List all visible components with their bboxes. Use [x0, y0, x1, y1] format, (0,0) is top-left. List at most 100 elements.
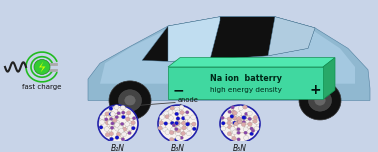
Text: fast charge: fast charge — [22, 84, 62, 90]
Circle shape — [128, 131, 131, 135]
Circle shape — [184, 115, 189, 120]
Circle shape — [116, 132, 121, 136]
Text: high energy density: high energy density — [209, 87, 282, 93]
Circle shape — [180, 136, 183, 140]
Circle shape — [119, 128, 124, 133]
Circle shape — [249, 132, 254, 136]
Circle shape — [237, 117, 241, 121]
Circle shape — [122, 132, 127, 137]
Circle shape — [118, 126, 123, 130]
Circle shape — [115, 121, 118, 124]
Circle shape — [179, 105, 184, 110]
Text: anode: anode — [178, 97, 199, 103]
Circle shape — [176, 122, 180, 126]
Circle shape — [237, 131, 240, 135]
Circle shape — [228, 110, 231, 114]
Circle shape — [98, 105, 138, 142]
Circle shape — [175, 121, 180, 125]
Circle shape — [243, 105, 247, 109]
Text: B₂N: B₂N — [111, 144, 125, 152]
Circle shape — [104, 127, 109, 131]
Circle shape — [99, 120, 104, 124]
Text: B₅N: B₅N — [233, 144, 247, 152]
Circle shape — [168, 110, 173, 114]
Circle shape — [242, 116, 246, 119]
Circle shape — [115, 126, 120, 131]
Circle shape — [176, 117, 180, 120]
Circle shape — [192, 122, 196, 126]
Polygon shape — [88, 17, 370, 100]
Circle shape — [169, 131, 174, 135]
Circle shape — [165, 130, 170, 135]
Circle shape — [237, 128, 240, 131]
Circle shape — [227, 121, 231, 125]
Circle shape — [175, 112, 179, 116]
Circle shape — [308, 90, 332, 111]
Circle shape — [299, 81, 341, 120]
Circle shape — [228, 125, 232, 129]
Circle shape — [122, 127, 127, 131]
Circle shape — [118, 90, 141, 111]
Circle shape — [186, 122, 189, 126]
Circle shape — [245, 112, 248, 116]
Circle shape — [158, 105, 198, 142]
Circle shape — [192, 127, 196, 131]
Polygon shape — [100, 19, 355, 84]
Text: +: + — [309, 83, 321, 97]
Text: B₃N: B₃N — [171, 144, 185, 152]
Circle shape — [127, 111, 131, 115]
Polygon shape — [168, 58, 335, 67]
Polygon shape — [323, 58, 335, 100]
Circle shape — [175, 131, 180, 136]
Circle shape — [165, 115, 169, 119]
Circle shape — [232, 121, 237, 125]
Circle shape — [221, 116, 224, 119]
Circle shape — [232, 130, 237, 135]
Circle shape — [237, 120, 242, 124]
Circle shape — [121, 115, 125, 119]
Circle shape — [121, 138, 125, 141]
Circle shape — [109, 117, 113, 121]
Circle shape — [100, 115, 105, 120]
Circle shape — [242, 120, 246, 124]
Circle shape — [131, 121, 135, 125]
Circle shape — [175, 121, 178, 125]
Circle shape — [187, 126, 192, 130]
Circle shape — [227, 132, 232, 136]
Circle shape — [125, 96, 135, 105]
Circle shape — [109, 132, 113, 136]
Text: Na ion  batterry: Na ion batterry — [209, 74, 282, 83]
Circle shape — [34, 60, 50, 74]
Circle shape — [108, 120, 113, 125]
Circle shape — [174, 138, 178, 142]
Circle shape — [105, 121, 110, 125]
Circle shape — [158, 126, 162, 130]
Circle shape — [221, 121, 225, 125]
Circle shape — [253, 119, 257, 123]
Circle shape — [117, 112, 121, 115]
Circle shape — [242, 116, 246, 119]
Circle shape — [221, 126, 226, 131]
Circle shape — [105, 112, 109, 116]
Circle shape — [243, 136, 249, 140]
Circle shape — [230, 127, 235, 131]
Circle shape — [233, 111, 237, 115]
Circle shape — [232, 116, 237, 120]
Circle shape — [170, 106, 174, 110]
Circle shape — [169, 138, 174, 142]
Polygon shape — [142, 17, 315, 61]
Circle shape — [237, 138, 240, 141]
Circle shape — [181, 116, 185, 120]
Circle shape — [169, 116, 174, 120]
Circle shape — [109, 107, 113, 110]
Circle shape — [131, 126, 135, 130]
Circle shape — [127, 126, 132, 130]
Circle shape — [109, 81, 151, 120]
Circle shape — [114, 105, 119, 109]
Circle shape — [186, 131, 191, 136]
Circle shape — [236, 112, 242, 116]
Circle shape — [109, 112, 113, 116]
Circle shape — [111, 122, 114, 125]
Circle shape — [110, 126, 114, 130]
Polygon shape — [168, 67, 323, 100]
